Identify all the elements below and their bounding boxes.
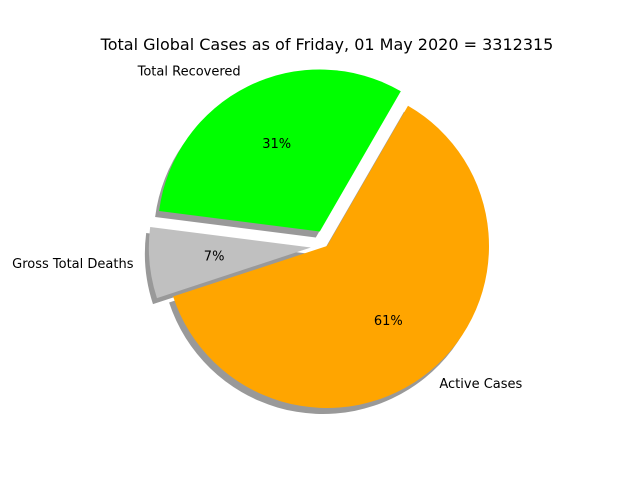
slice-active-cases bbox=[173, 105, 490, 409]
slice-percent-gross-total-deaths: 7% bbox=[204, 249, 225, 264]
slice-percent-active-cases: 61% bbox=[374, 314, 403, 329]
chart-title: Total Global Cases as of Friday, 01 May … bbox=[100, 35, 554, 54]
slice-labels: Total Recovered 31% Gross Total Deaths 7% Ac… bbox=[12, 64, 522, 391]
slice-total-recovered bbox=[159, 69, 401, 232]
slice-gross-total-deaths bbox=[148, 227, 311, 299]
slice-label-active-cases: Active Cases bbox=[439, 377, 522, 392]
slice-label-gross-total-deaths: Gross Total Deaths bbox=[12, 257, 134, 272]
slice-percent-total-recovered: 31% bbox=[262, 137, 291, 152]
slices bbox=[148, 69, 490, 409]
slice-label-total-recovered: Total Recovered bbox=[137, 64, 241, 79]
